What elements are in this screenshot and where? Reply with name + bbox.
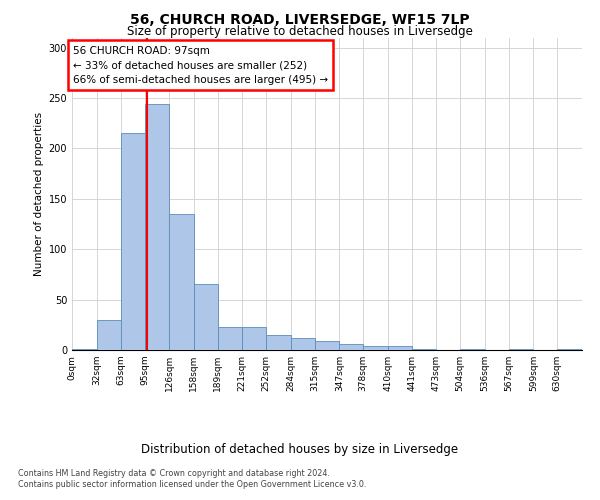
Bar	[242, 327, 266, 350]
Text: 56, CHURCH ROAD, LIVERSEDGE, WF15 7LP: 56, CHURCH ROAD, LIVERSEDGE, WF15 7LP	[130, 12, 470, 26]
Bar	[340, 344, 363, 350]
Bar	[557, 349, 582, 350]
Bar	[194, 284, 218, 350]
Text: Contains HM Land Registry data © Crown copyright and database right 2024.: Contains HM Land Registry data © Crown c…	[18, 468, 330, 477]
Text: Contains public sector information licensed under the Open Government Licence v3: Contains public sector information licen…	[18, 480, 367, 489]
Bar	[266, 335, 291, 350]
Bar	[388, 346, 412, 350]
Bar	[314, 341, 340, 350]
Text: Distribution of detached houses by size in Liversedge: Distribution of detached houses by size …	[142, 442, 458, 456]
Bar	[412, 349, 436, 350]
Bar	[72, 349, 97, 350]
Text: 56 CHURCH ROAD: 97sqm
← 33% of detached houses are smaller (252)
66% of semi-det: 56 CHURCH ROAD: 97sqm ← 33% of detached …	[73, 46, 328, 85]
Bar	[145, 104, 169, 350]
Bar	[363, 346, 388, 350]
Bar	[169, 214, 194, 350]
Y-axis label: Number of detached properties: Number of detached properties	[34, 112, 44, 276]
Text: Size of property relative to detached houses in Liversedge: Size of property relative to detached ho…	[127, 25, 473, 38]
Bar	[121, 134, 145, 350]
Bar	[218, 327, 242, 350]
Bar	[460, 349, 485, 350]
Bar	[509, 349, 533, 350]
Bar	[291, 338, 314, 350]
Bar	[97, 320, 121, 350]
